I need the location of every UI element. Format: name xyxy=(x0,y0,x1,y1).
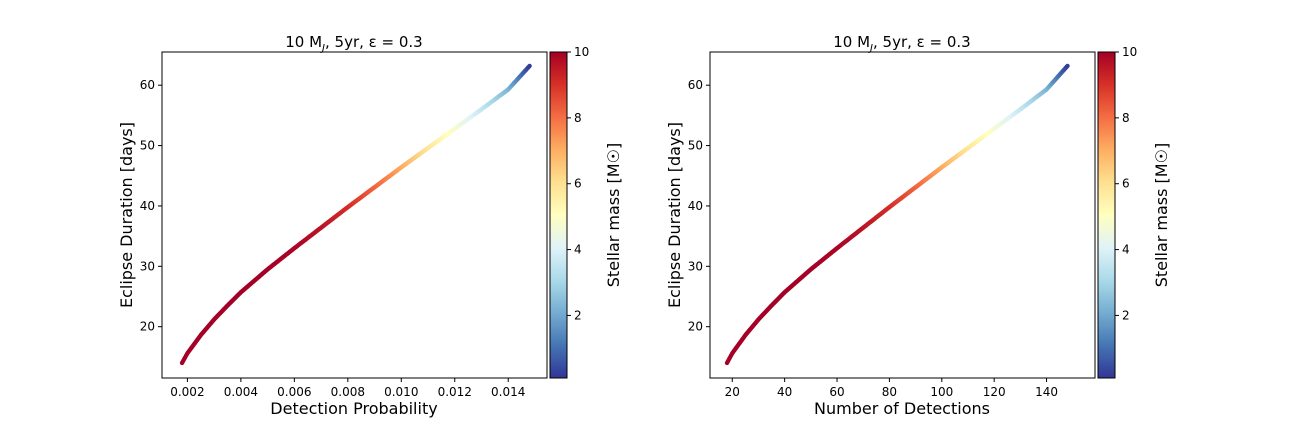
x-tick-label: 0.010 xyxy=(384,385,418,399)
y-axis-label: Eclipse Duration [days] xyxy=(665,122,684,308)
y-tick-label: 40 xyxy=(140,199,155,213)
plot-frame xyxy=(161,51,548,379)
y-axis-ticks: 20 30 40 50 60 xyxy=(140,78,162,334)
x-tick-label: 20 xyxy=(725,385,740,399)
scatter-points xyxy=(724,63,1070,366)
y-tick-label: 60 xyxy=(688,78,703,92)
x-tick-label: 0.004 xyxy=(224,385,258,399)
plot-frame xyxy=(709,51,1096,379)
y-axis-label: Eclipse Duration [days] xyxy=(117,122,136,308)
x-tick-label: 60 xyxy=(829,385,844,399)
colorbar-tick-label: 8 xyxy=(1122,111,1130,125)
colorbar-tick-label: 6 xyxy=(574,177,582,191)
x-tick-label: 140 xyxy=(1035,385,1058,399)
colorbar-tick-label: 4 xyxy=(1122,243,1130,257)
x-axis-label: Detection Probability xyxy=(270,399,437,418)
colorbar xyxy=(1097,51,1116,379)
x-tick-label: 0.002 xyxy=(170,385,204,399)
y-tick-label: 30 xyxy=(688,259,703,273)
y-tick-label: 20 xyxy=(140,320,155,334)
chart-title: 10 MJ, 5yr, ε = 0.3 xyxy=(285,33,422,54)
colorbar-label: Stellar mass [M☉] xyxy=(604,143,623,287)
colorbar-ticks: 2 4 6 8 10 xyxy=(1115,45,1137,322)
y-tick-label: 30 xyxy=(140,259,155,273)
x-tick-label: 0.012 xyxy=(438,385,472,399)
x-tick-label: 120 xyxy=(983,385,1006,399)
x-tick-label: 0.014 xyxy=(491,385,525,399)
colorbar-tick-label: 4 xyxy=(574,243,582,257)
x-tick-label: 0.006 xyxy=(277,385,311,399)
y-tick-label: 40 xyxy=(688,199,703,213)
x-tick-label: 80 xyxy=(882,385,897,399)
x-tick-label: 100 xyxy=(930,385,953,399)
panel-detection-probability: 10 MJ, 5yr, ε = 0.3 0.002 0.004 0.006 0.008… xyxy=(117,33,623,418)
y-tick-label: 60 xyxy=(140,78,155,92)
scatter-points xyxy=(179,63,532,366)
scatter-point xyxy=(1065,63,1070,69)
y-tick-label: 50 xyxy=(688,139,703,153)
colorbar-label: Stellar mass [M☉] xyxy=(1152,143,1171,287)
x-tick-label: 40 xyxy=(777,385,792,399)
scatter-point xyxy=(527,63,532,69)
y-tick-label: 20 xyxy=(688,320,703,334)
colorbar xyxy=(549,51,568,379)
x-axis-label: Number of Detections xyxy=(814,399,990,418)
colorbar-tick-label: 8 xyxy=(574,111,582,125)
chart-title: 10 MJ, 5yr, ε = 0.3 xyxy=(833,33,970,54)
y-axis-ticks: 20 30 40 50 60 xyxy=(688,78,710,334)
y-tick-label: 50 xyxy=(140,139,155,153)
colorbar-tick-label: 10 xyxy=(1122,45,1137,59)
colorbar-ticks: 2 4 6 8 10 xyxy=(567,45,589,322)
colorbar-tick-label: 2 xyxy=(574,308,582,322)
colorbar-tick-label: 2 xyxy=(1122,308,1130,322)
panel-number-of-detections: 10 MJ, 5yr, ε = 0.3 20 40 60 80 100 120 140 20… xyxy=(665,33,1171,418)
colorbar-tick-label: 6 xyxy=(1122,177,1130,191)
x-axis-ticks: 20 40 60 80 100 120 140 xyxy=(725,378,1058,399)
x-axis-ticks: 0.002 0.004 0.006 0.008 0.010 0.012 0.014 xyxy=(170,378,525,399)
x-tick-label: 0.008 xyxy=(331,385,365,399)
colorbar-tick-label: 10 xyxy=(574,45,589,59)
